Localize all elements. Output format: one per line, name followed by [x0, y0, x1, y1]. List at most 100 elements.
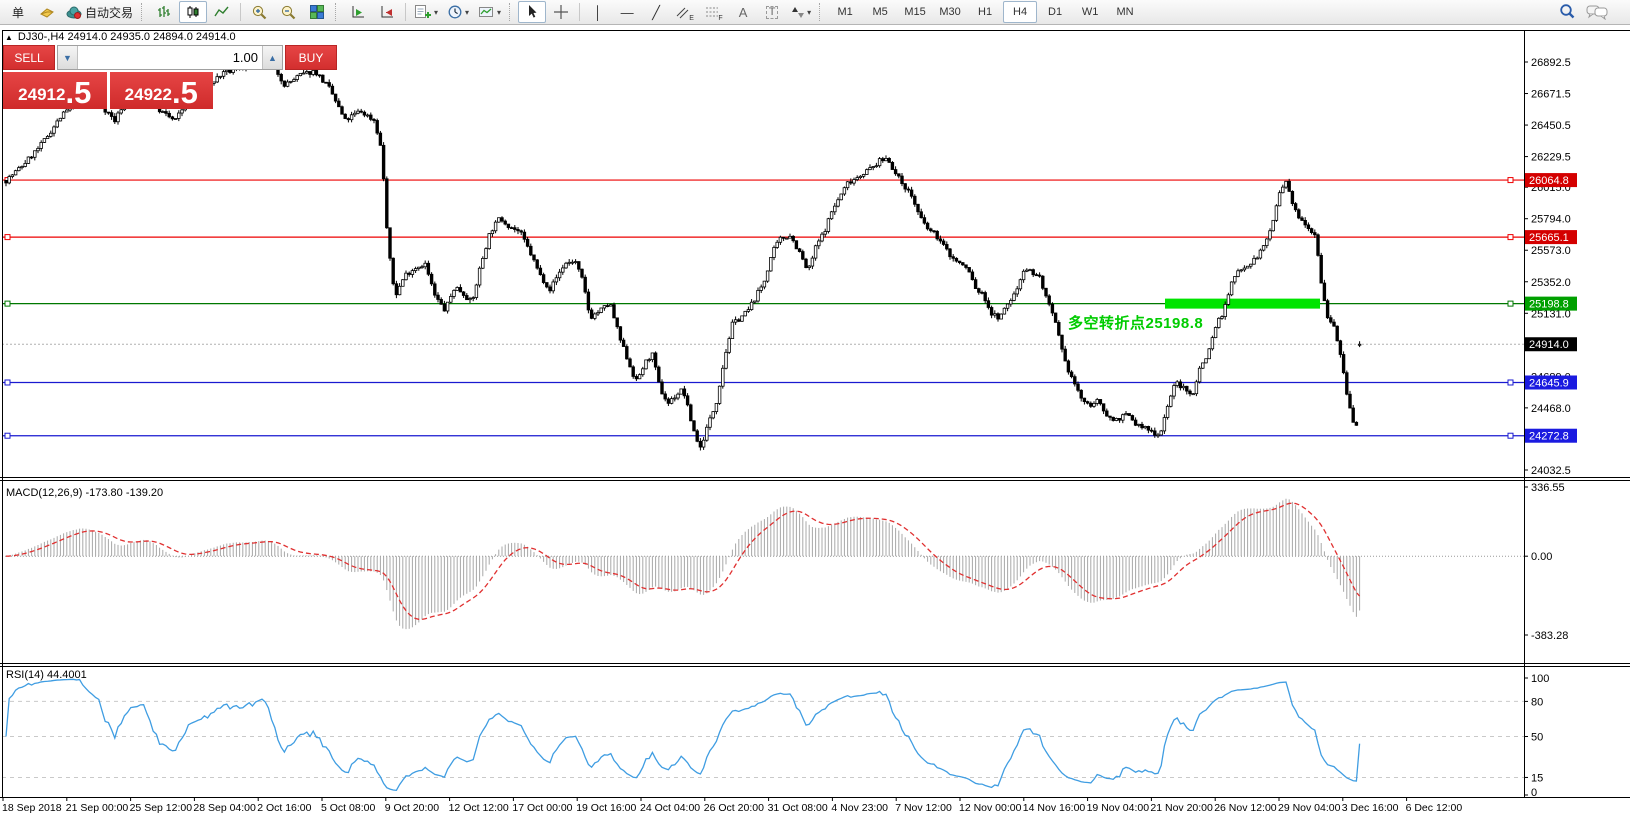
- svg-text:29 Nov 04:00: 29 Nov 04:00: [1278, 802, 1341, 814]
- cursor-button[interactable]: [518, 1, 547, 23]
- chart-canvas[interactable]: 26892.526671.526450.526229.526015.025794…: [0, 26, 1630, 822]
- buy-price-panel[interactable]: 24922.5: [109, 72, 213, 109]
- equidistant-channel-button[interactable]: E: [671, 1, 699, 23]
- timeframe-w1-button[interactable]: W1: [1081, 6, 1099, 18]
- vertical-line-button[interactable]: │: [594, 4, 603, 20]
- channel-sub-label: E: [689, 15, 694, 22]
- svg-text:80: 80: [1531, 696, 1543, 708]
- sell-button[interactable]: SELL: [3, 45, 55, 70]
- svg-text:14 Nov 16:00: 14 Nov 16:00: [1023, 802, 1086, 814]
- autotrading-button[interactable]: 自动交易: [62, 1, 137, 23]
- svg-text:25198.8: 25198.8: [1529, 299, 1569, 311]
- svg-text:0: 0: [1531, 787, 1537, 799]
- svg-text:18 Sep 2018: 18 Sep 2018: [2, 802, 62, 814]
- svg-text:21 Sep 00:00: 21 Sep 00:00: [66, 802, 129, 814]
- text-label-button[interactable]: T: [758, 1, 786, 23]
- pivot-highlight-bar: [1165, 298, 1320, 309]
- chart-title: ▲ DJ30-,H4 24914.0 24935.0 24894.0 24914…: [5, 31, 236, 43]
- fibonacci-button[interactable]: F: [700, 1, 728, 23]
- svg-text:24468.0: 24468.0: [1531, 403, 1571, 415]
- main-toolbar: 单 自动交易: [0, 0, 1630, 25]
- timeframe-m5-button[interactable]: M5: [872, 6, 888, 18]
- trendline-button[interactable]: ╱: [652, 4, 660, 20]
- chart-shift-icon: [381, 6, 394, 18]
- volume-increase-button[interactable]: ▲: [262, 46, 282, 69]
- rsi-indicator-label: RSI(14) 44.4001: [6, 669, 87, 681]
- periods-dropdown-caret[interactable]: ▾: [465, 7, 470, 17]
- search-button[interactable]: [1553, 1, 1581, 23]
- timeframe-m15-button[interactable]: M15: [904, 6, 926, 18]
- svg-text:6 Dec 12:00: 6 Dec 12:00: [1406, 802, 1463, 814]
- svg-text:24272.8: 24272.8: [1529, 431, 1569, 443]
- svg-text:26064.8: 26064.8: [1529, 175, 1569, 187]
- svg-text:4 Nov 23:00: 4 Nov 23:00: [831, 802, 888, 814]
- indicators-dropdown-caret[interactable]: ▾: [434, 7, 439, 17]
- svg-text:5 Oct 08:00: 5 Oct 08:00: [321, 802, 375, 814]
- indicators-button[interactable]: ▾: [410, 1, 442, 23]
- buy-button[interactable]: BUY: [285, 45, 337, 70]
- line-chart-button[interactable]: [208, 1, 236, 23]
- horizontal-level-lines[interactable]: [2, 177, 1524, 439]
- buy-price: 24922: [124, 85, 172, 105]
- sell-price: 24912: [18, 85, 66, 105]
- zoom-in-button[interactable]: [245, 1, 273, 23]
- chat-button[interactable]: [1582, 1, 1612, 23]
- tile-windows-button[interactable]: [303, 1, 331, 23]
- new-order-label: 单: [11, 5, 24, 20]
- svg-text:26 Oct 20:00: 26 Oct 20:00: [704, 802, 764, 814]
- svg-text:336.55: 336.55: [1531, 482, 1565, 494]
- timeframe-m1-button[interactable]: M1: [837, 6, 853, 18]
- svg-text:24645.9: 24645.9: [1529, 377, 1569, 389]
- sell-price-panel[interactable]: 24912.5: [3, 72, 107, 109]
- arrows-button[interactable]: ▾: [787, 1, 815, 23]
- timeframe-h4-button[interactable]: H4: [1003, 1, 1038, 23]
- collapse-panel-arrow[interactable]: ▲: [5, 32, 13, 42]
- yellow-book-icon[interactable]: [33, 1, 61, 23]
- text-button[interactable]: A: [729, 1, 757, 23]
- timeframe-d1-button[interactable]: D1: [1048, 6, 1063, 18]
- arrows-icon: [792, 6, 805, 18]
- auto-scroll-button[interactable]: [344, 1, 372, 23]
- svg-text:12 Oct 12:00: 12 Oct 12:00: [449, 802, 509, 814]
- zoom-out-icon: [281, 5, 295, 19]
- date-axis[interactable]: 18 Sep 2018 21 Sep 00:00 25 Sep 12:00 28 Se…: [2, 797, 1462, 814]
- tile-windows-icon: [310, 5, 325, 19]
- svg-text:100: 100: [1531, 673, 1549, 685]
- chart-frame: [0, 30, 1630, 798]
- svg-text:19 Nov 04:00: 19 Nov 04:00: [1087, 802, 1150, 814]
- crosshair-button[interactable]: [547, 1, 575, 23]
- bar-chart-button[interactable]: [150, 1, 178, 23]
- arrows-dropdown-caret[interactable]: ▾: [807, 7, 812, 17]
- candlestick-series: [4, 49, 1362, 451]
- horizontal-line-button[interactable]: —: [620, 4, 634, 20]
- timeframe-m30-button[interactable]: M30: [939, 6, 961, 18]
- svg-text:25794.0: 25794.0: [1531, 214, 1571, 226]
- svg-text:26 Nov 12:00: 26 Nov 12:00: [1214, 802, 1277, 814]
- toolbar-separator: [240, 3, 242, 21]
- svg-text:25 Sep 12:00: 25 Sep 12:00: [130, 802, 193, 814]
- timeframe-h1-button[interactable]: H1: [978, 6, 993, 18]
- periods-button[interactable]: ▾: [443, 1, 473, 23]
- chart-shift-button[interactable]: [373, 1, 401, 23]
- templates-dropdown-caret[interactable]: ▾: [497, 7, 502, 17]
- svg-text:25665.1: 25665.1: [1529, 232, 1569, 244]
- toolbar-grip: [141, 3, 146, 21]
- zoom-out-button[interactable]: [274, 1, 302, 23]
- price-axis[interactable]: 26892.526671.526450.526229.526015.025794…: [1524, 57, 1571, 799]
- timeframe-mn-button[interactable]: MN: [1116, 6, 1134, 18]
- svg-text:2 Oct 16:00: 2 Oct 16:00: [257, 802, 311, 814]
- search-icon: [1560, 4, 1575, 19]
- line-chart-icon: [214, 6, 229, 17]
- bar-chart-icon: [158, 6, 171, 17]
- new-order-button[interactable]: 单: [4, 1, 32, 23]
- chart-title-text: DJ30-,H4 24914.0 24935.0 24894.0 24914.0: [17, 31, 236, 43]
- candlestick-chart-button[interactable]: [179, 1, 208, 23]
- volume-input[interactable]: [78, 46, 262, 69]
- svg-text:28 Sep 04:00: 28 Sep 04:00: [193, 802, 256, 814]
- chat-icon: [1586, 5, 1608, 20]
- svg-text:21 Nov 20:00: 21 Nov 20:00: [1150, 802, 1213, 814]
- volume-decrease-button[interactable]: ▼: [58, 46, 78, 69]
- svg-text:12 Nov 00:00: 12 Nov 00:00: [959, 802, 1022, 814]
- templates-button[interactable]: ▾: [474, 1, 505, 23]
- toolbar-separator: [405, 3, 407, 21]
